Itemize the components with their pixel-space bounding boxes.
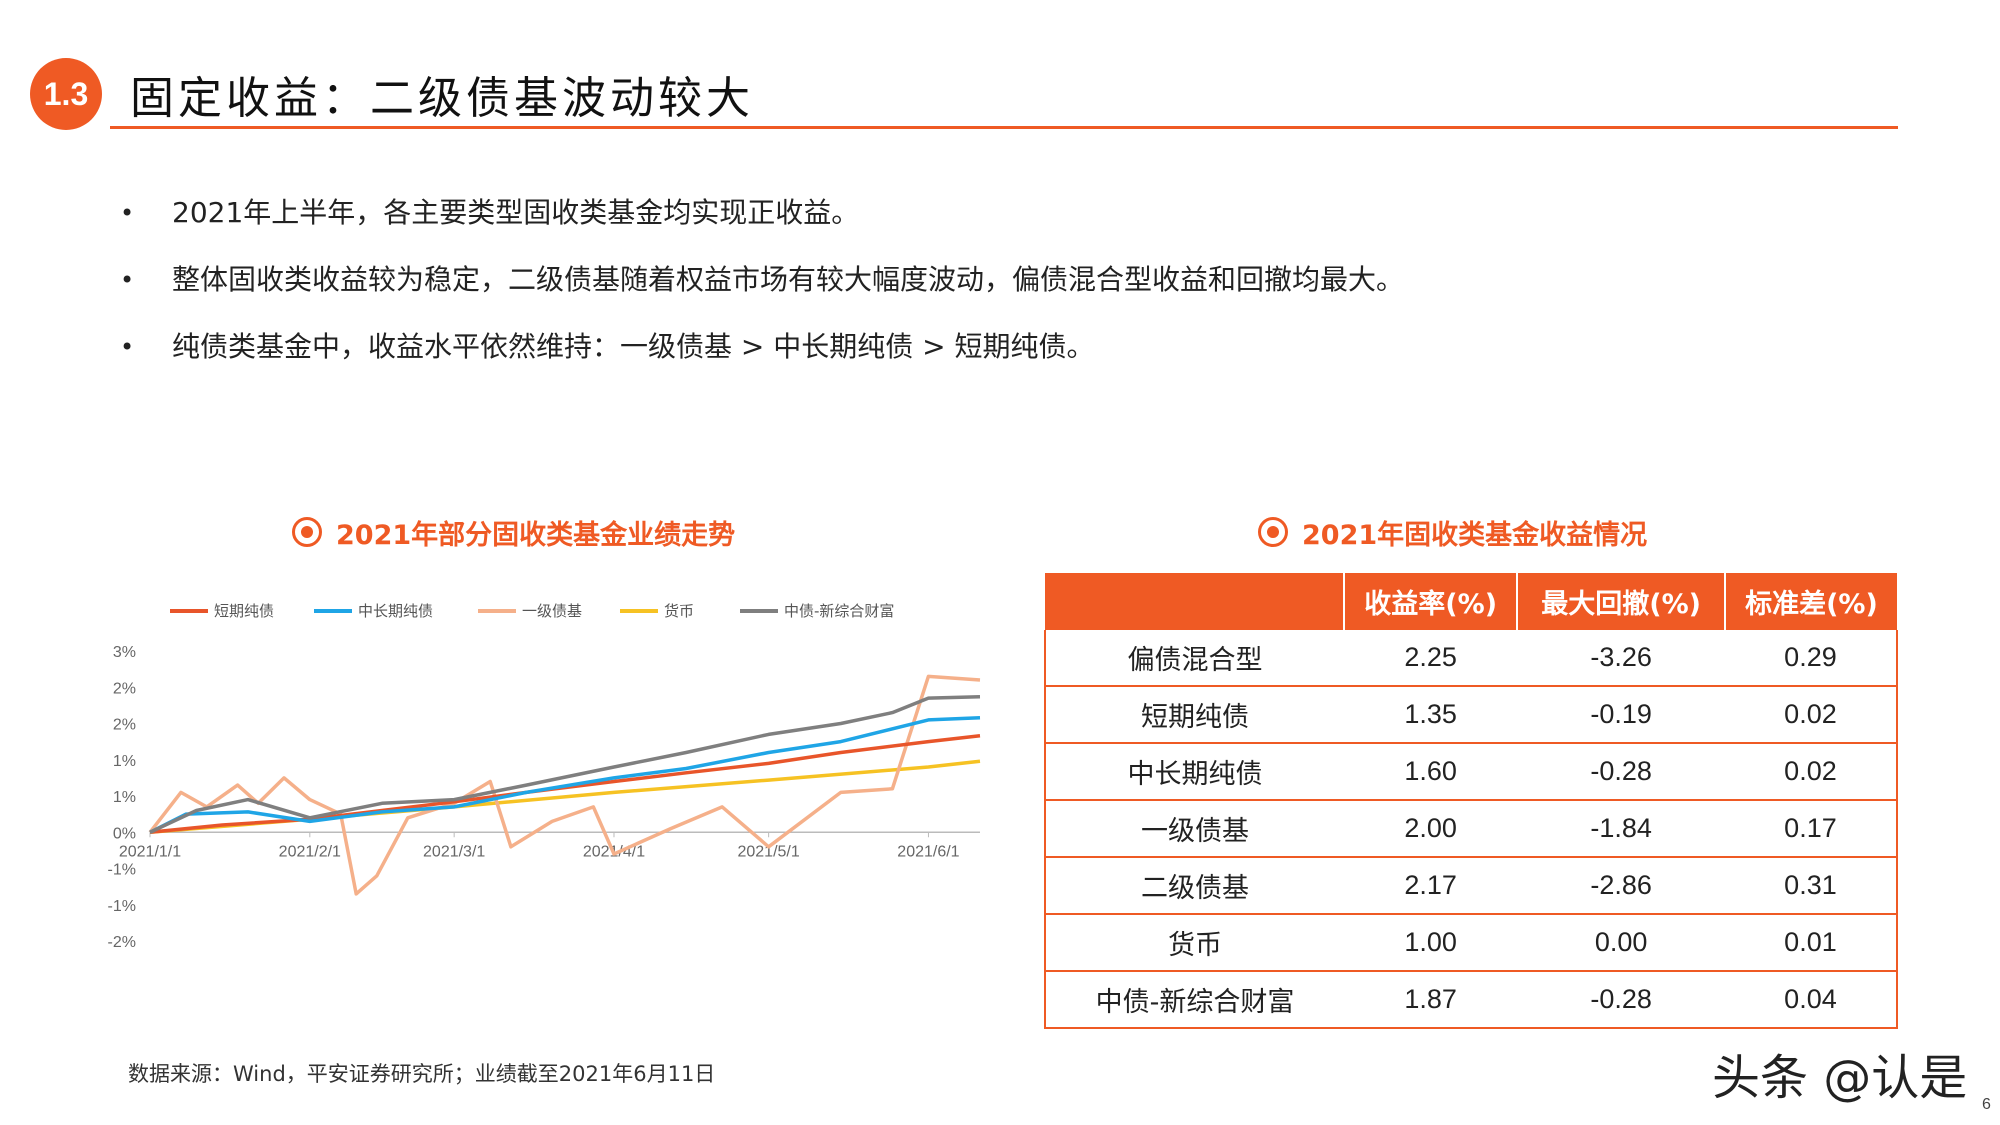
target-bullet-icon (1258, 517, 1288, 547)
table-header-row: 收益率(%) 最大回撤(%) 标准差(%) (1045, 573, 1897, 630)
bullet-item: • 整体固收类收益较为稳定，二级债基随着权益市场有较大幅度波动，偏债混合型收益和回… (120, 263, 1404, 297)
x-tick-label: 2021/1/1 (119, 843, 181, 860)
series-line (149, 694, 981, 834)
stddev-cell: 0.17 (1724, 800, 1899, 858)
fund-type-cell: 一级债基 (1044, 800, 1344, 858)
chart-panel-title: 2021年部分固收类基金业绩走势 (292, 512, 735, 552)
performance-line-chart: 短期纯债 中长期纯债 一级债基 货币 中债-新综合财富 2021/1/1 2021/2/1… (108, 602, 981, 951)
legend-label: 中债-新综合财富 (784, 602, 894, 620)
y-tick-label: 0% (113, 825, 136, 842)
y-tick-label: 2% (113, 717, 136, 734)
y-tick-label: 1% (113, 789, 136, 806)
return-cell: 1.00 (1344, 914, 1518, 972)
table-row: 二级债基 2.17 -2.86 0.31 (1044, 857, 1899, 915)
fund-return-table: 收益率(%) 最大回撤(%) 标准差(%) 偏债混合型 2.25 -3.26 0… (1044, 573, 1899, 1029)
bullet-dot-icon: • (120, 199, 135, 227)
chart-legend: 短期纯债 中长期纯债 一级债基 货币 中债-新综合财富 (170, 602, 894, 620)
table-header-cell: 收益率(%) (1344, 573, 1519, 630)
series-line (149, 715, 981, 834)
y-tick-label: 1% (113, 753, 136, 770)
y-tick-label: -2% (108, 934, 136, 951)
return-cell: 1.35 (1344, 686, 1518, 744)
x-tick-label: 2021/5/1 (737, 843, 799, 860)
y-tick-label: 2% (113, 680, 136, 697)
bullet-text: 2021年上半年，各主要类型固收类基金均实现正收益。 (172, 196, 860, 229)
y-tick-label: -1% (108, 898, 136, 915)
table-panel-title: 2021年固收类基金收益情况 (1258, 512, 1647, 552)
fund-type-cell: 货币 (1044, 914, 1344, 972)
bullet-list: • 2021年上半年，各主要类型固收类基金均实现正收益。 • 整体固收类收益较为稳定… (120, 196, 1404, 397)
drawdown-cell: -0.19 (1517, 686, 1725, 744)
fund-type-cell: 中长期纯债 (1044, 743, 1344, 801)
return-cell: 1.60 (1344, 743, 1518, 801)
stddev-cell: 0.02 (1724, 686, 1899, 744)
return-cell: 2.00 (1344, 800, 1518, 858)
table-row: 短期纯债 1.35 -0.19 0.02 (1044, 686, 1899, 744)
bullet-text: 整体固收类收益较为稳定，二级债基随着权益市场有较大幅度波动，偏债混合型收益和回撤… (172, 263, 1405, 296)
drawdown-cell: -0.28 (1517, 971, 1725, 1029)
bullet-dot-icon: • (120, 333, 135, 361)
drawdown-cell: 0.00 (1517, 914, 1725, 972)
stddev-cell: 0.31 (1724, 857, 1899, 915)
target-bullet-icon (292, 517, 322, 547)
table-row: 中长期纯债 1.60 -0.28 0.02 (1044, 743, 1899, 801)
bullet-text: 纯债类基金中，收益水平依然维持：一级债基 > 中长期纯债 > 短期纯债。 (172, 330, 1095, 363)
title-underline (110, 126, 1898, 129)
drawdown-cell: -2.86 (1517, 857, 1725, 915)
table-header-cell: 标准差(%) (1724, 573, 1897, 630)
fund-type-cell: 短期纯债 (1044, 686, 1344, 744)
drawdown-cell: -1.84 (1517, 800, 1725, 858)
x-tick-label: 2021/2/1 (279, 843, 341, 860)
legend-label: 货币 (664, 602, 694, 620)
y-tick-label: -1% (108, 862, 136, 879)
chart-axes: 2021/1/1 2021/2/1 2021/3/1 2021/4/1 2021/5/1… (108, 644, 980, 951)
drawdown-cell: -0.28 (1517, 743, 1725, 801)
table-row: 一级债基 2.00 -1.84 0.17 (1044, 800, 1899, 858)
table-row: 偏债混合型 2.25 -3.26 0.29 (1044, 630, 1899, 687)
table-header-cell: 最大回撤(%) (1517, 573, 1726, 630)
stddev-cell: 0.29 (1724, 630, 1899, 687)
legend-label: 一级债基 (522, 602, 582, 620)
legend-label: 短期纯债 (214, 602, 274, 620)
table-panel-title-text: 2021年固收类基金收益情况 (1302, 519, 1648, 551)
page-number: 6 (1982, 1096, 1991, 1113)
stddev-cell: 0.01 (1724, 914, 1899, 972)
chart-panel-title-text: 2021年部分固收类基金业绩走势 (336, 519, 736, 551)
stddev-cell: 0.04 (1724, 971, 1899, 1029)
page-title: 固定收益：二级债基波动较大 (130, 73, 754, 124)
fund-type-cell: 中债-新综合财富 (1044, 971, 1344, 1029)
data-source-note: 数据来源：Wind，平安证券研究所；业绩截至2021年6月11日 (128, 1062, 716, 1086)
legend-label: 中长期纯债 (358, 602, 433, 620)
drawdown-cell: -3.26 (1517, 630, 1725, 687)
section-number-badge: 1.3 (30, 58, 102, 130)
table-row: 货币 1.00 0.00 0.01 (1044, 914, 1899, 972)
fund-type-cell: 偏债混合型 (1044, 630, 1344, 687)
watermark: 头条 @认是 (1712, 1050, 1968, 1106)
x-tick-label: 2021/3/1 (423, 843, 485, 860)
table-row: 中债-新综合财富 1.87 -0.28 0.04 (1044, 971, 1899, 1029)
stddev-cell: 0.02 (1724, 743, 1899, 801)
table-header-cell (1045, 573, 1345, 630)
chart-series (148, 674, 981, 896)
bullet-item: • 2021年上半年，各主要类型固收类基金均实现正收益。 (120, 196, 1404, 230)
return-cell: 1.87 (1344, 971, 1518, 1029)
x-tick-label: 2021/6/1 (897, 843, 959, 860)
return-cell: 2.17 (1344, 857, 1518, 915)
y-tick-label: 3% (113, 644, 136, 661)
bullet-dot-icon: • (120, 266, 135, 294)
return-cell: 2.25 (1344, 630, 1518, 687)
fund-type-cell: 二级债基 (1044, 857, 1344, 915)
bullet-item: • 纯债类基金中，收益水平依然维持：一级债基 > 中长期纯债 > 短期纯债。 (120, 330, 1404, 364)
